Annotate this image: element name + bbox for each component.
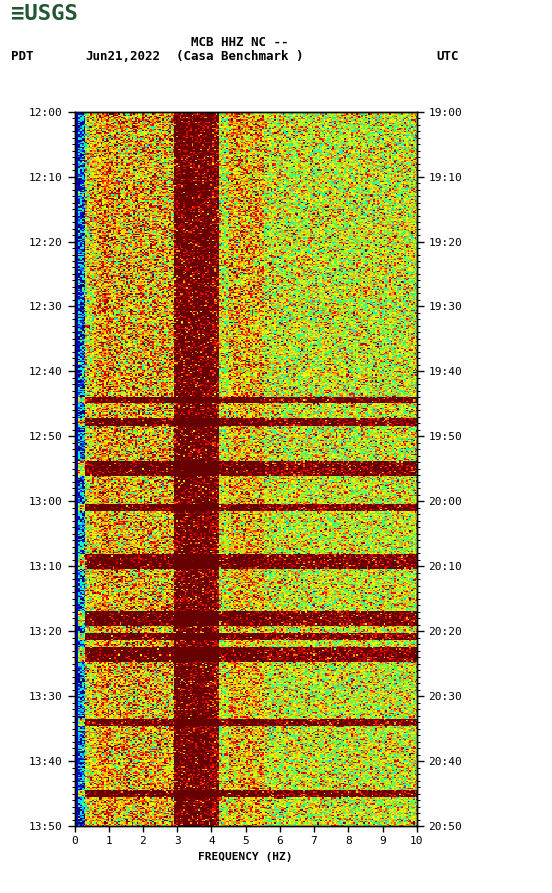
Text: (Casa Benchmark ): (Casa Benchmark ) bbox=[177, 50, 304, 63]
Text: MCB HHZ NC --: MCB HHZ NC -- bbox=[192, 36, 289, 49]
Text: UTC: UTC bbox=[436, 50, 459, 63]
Text: ≡USGS: ≡USGS bbox=[11, 4, 78, 24]
Text: Jun21,2022: Jun21,2022 bbox=[86, 50, 161, 63]
Text: PDT: PDT bbox=[11, 50, 34, 63]
X-axis label: FREQUENCY (HZ): FREQUENCY (HZ) bbox=[198, 852, 293, 862]
